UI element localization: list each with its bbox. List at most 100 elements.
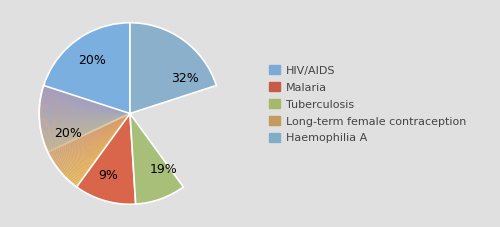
Wedge shape bbox=[42, 114, 130, 134]
Wedge shape bbox=[40, 108, 130, 114]
Wedge shape bbox=[40, 104, 130, 114]
Wedge shape bbox=[40, 101, 130, 114]
Wedge shape bbox=[48, 114, 136, 204]
Wedge shape bbox=[130, 23, 216, 114]
Wedge shape bbox=[42, 114, 130, 136]
Wedge shape bbox=[70, 114, 130, 183]
Wedge shape bbox=[40, 100, 130, 114]
Wedge shape bbox=[40, 99, 130, 114]
Wedge shape bbox=[40, 96, 130, 114]
Wedge shape bbox=[40, 114, 130, 123]
Wedge shape bbox=[41, 114, 130, 133]
Wedge shape bbox=[39, 23, 130, 152]
Wedge shape bbox=[64, 114, 130, 177]
Wedge shape bbox=[75, 114, 130, 186]
Wedge shape bbox=[66, 114, 130, 179]
Wedge shape bbox=[45, 114, 130, 147]
Wedge shape bbox=[40, 107, 130, 114]
Wedge shape bbox=[48, 114, 130, 152]
Wedge shape bbox=[61, 114, 130, 173]
Wedge shape bbox=[52, 114, 130, 161]
Wedge shape bbox=[52, 114, 130, 162]
Wedge shape bbox=[68, 114, 130, 180]
Wedge shape bbox=[56, 114, 130, 168]
Wedge shape bbox=[54, 114, 130, 164]
Wedge shape bbox=[44, 114, 130, 143]
Wedge shape bbox=[58, 114, 130, 170]
Wedge shape bbox=[130, 114, 184, 204]
Wedge shape bbox=[41, 114, 130, 132]
Wedge shape bbox=[40, 114, 130, 126]
Wedge shape bbox=[40, 114, 130, 129]
Wedge shape bbox=[40, 114, 130, 131]
Wedge shape bbox=[51, 114, 130, 159]
Text: 20%: 20% bbox=[54, 127, 82, 140]
Wedge shape bbox=[71, 114, 130, 183]
Wedge shape bbox=[40, 114, 130, 118]
Wedge shape bbox=[42, 114, 130, 139]
Wedge shape bbox=[40, 106, 130, 114]
Wedge shape bbox=[43, 86, 130, 114]
Wedge shape bbox=[74, 114, 130, 186]
Wedge shape bbox=[130, 85, 221, 187]
Text: 32%: 32% bbox=[172, 72, 199, 85]
Wedge shape bbox=[40, 114, 130, 128]
Wedge shape bbox=[40, 114, 130, 121]
Wedge shape bbox=[46, 114, 130, 149]
Wedge shape bbox=[39, 114, 130, 116]
Wedge shape bbox=[50, 114, 130, 157]
Wedge shape bbox=[48, 114, 130, 153]
Wedge shape bbox=[50, 114, 130, 158]
Wedge shape bbox=[72, 114, 130, 184]
Wedge shape bbox=[42, 114, 130, 138]
Wedge shape bbox=[40, 103, 130, 114]
Wedge shape bbox=[58, 114, 130, 170]
Wedge shape bbox=[42, 93, 130, 114]
Wedge shape bbox=[68, 114, 130, 181]
Wedge shape bbox=[41, 94, 130, 114]
Wedge shape bbox=[66, 114, 130, 178]
Wedge shape bbox=[45, 114, 130, 146]
Wedge shape bbox=[40, 114, 130, 125]
Wedge shape bbox=[57, 114, 130, 169]
Wedge shape bbox=[73, 114, 130, 185]
Wedge shape bbox=[64, 114, 130, 176]
Wedge shape bbox=[40, 114, 130, 124]
Wedge shape bbox=[44, 114, 130, 144]
Wedge shape bbox=[70, 114, 130, 182]
Wedge shape bbox=[39, 110, 130, 114]
Wedge shape bbox=[42, 92, 130, 114]
Wedge shape bbox=[44, 85, 130, 114]
Wedge shape bbox=[42, 90, 130, 114]
Text: 20%: 20% bbox=[78, 54, 106, 67]
Wedge shape bbox=[39, 114, 130, 115]
Wedge shape bbox=[44, 114, 130, 142]
Wedge shape bbox=[40, 109, 130, 114]
Wedge shape bbox=[55, 114, 130, 166]
Wedge shape bbox=[60, 114, 130, 172]
Wedge shape bbox=[43, 114, 130, 141]
Wedge shape bbox=[63, 114, 130, 176]
Wedge shape bbox=[62, 114, 130, 175]
Wedge shape bbox=[42, 114, 130, 137]
Wedge shape bbox=[76, 114, 130, 187]
Wedge shape bbox=[47, 114, 130, 151]
Wedge shape bbox=[40, 114, 130, 119]
Legend: HIV/AIDS, Malaria, Tuberculosis, Long-term female contraception, Haemophilia A: HIV/AIDS, Malaria, Tuberculosis, Long-te… bbox=[266, 62, 470, 147]
Wedge shape bbox=[39, 112, 130, 114]
Wedge shape bbox=[54, 114, 130, 165]
Wedge shape bbox=[39, 111, 130, 114]
Wedge shape bbox=[49, 114, 130, 155]
Wedge shape bbox=[40, 98, 130, 114]
Text: 9%: 9% bbox=[98, 168, 118, 182]
Wedge shape bbox=[56, 114, 130, 167]
Wedge shape bbox=[67, 114, 130, 180]
Wedge shape bbox=[44, 114, 130, 145]
Wedge shape bbox=[54, 114, 130, 163]
Wedge shape bbox=[50, 114, 130, 156]
Wedge shape bbox=[41, 95, 130, 114]
Wedge shape bbox=[40, 102, 130, 114]
Text: 19%: 19% bbox=[150, 163, 177, 176]
Wedge shape bbox=[42, 114, 130, 135]
Wedge shape bbox=[40, 114, 130, 120]
